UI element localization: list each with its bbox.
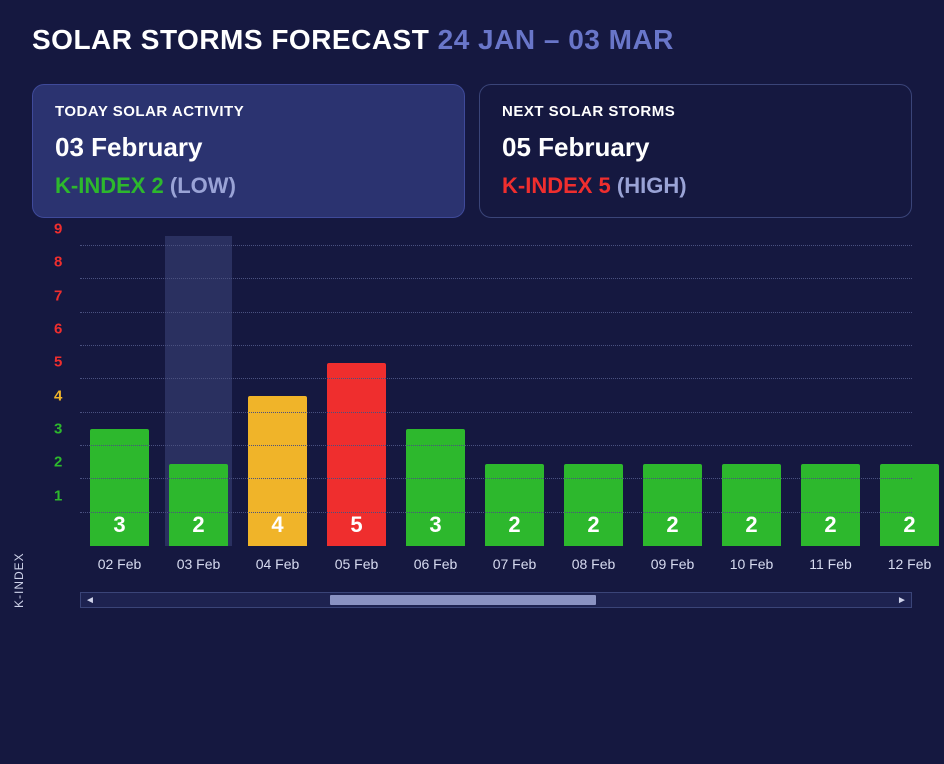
bar-column: 2 (159, 246, 238, 546)
bar-value: 2 (745, 512, 757, 546)
bar-value: 5 (350, 512, 362, 546)
card-today-date: 03 February (55, 132, 442, 163)
card-next-k-text: K-INDEX 5 (502, 173, 611, 198)
y-tick: 6 (54, 321, 62, 338)
bar-value: 2 (192, 512, 204, 546)
bar-column: 2 (633, 246, 712, 546)
summary-cards: TODAY SOLAR ACTIVITY 03 February K-INDEX… (32, 84, 912, 218)
bar-column: 2 (475, 246, 554, 546)
bar-value: 4 (271, 512, 283, 546)
card-next-kindex: K-INDEX 5 (HIGH) (502, 173, 889, 199)
x-tick-label: 09 Feb (633, 556, 712, 572)
card-next-level: (HIGH) (617, 173, 687, 198)
gridline (80, 378, 912, 379)
card-next-date: 05 February (502, 132, 889, 163)
y-tick: 5 (54, 354, 62, 371)
plot-area: 32453222222 123456789 (80, 246, 912, 546)
bar[interactable]: 2 (880, 464, 939, 546)
card-next-storm: NEXT SOLAR STORMS 05 February K-INDEX 5 … (479, 84, 912, 218)
x-tick-label: 03 Feb (159, 556, 238, 572)
gridline (80, 478, 912, 479)
bar-value: 2 (824, 512, 836, 546)
x-tick-label: 07 Feb (475, 556, 554, 572)
x-tick-label: 02 Feb (80, 556, 159, 572)
bar[interactable]: 3 (406, 429, 465, 546)
x-tick-label: 10 Feb (712, 556, 791, 572)
bar-value: 2 (508, 512, 520, 546)
card-next-label: NEXT SOLAR STORMS (502, 103, 889, 120)
bar[interactable]: 2 (169, 464, 228, 546)
gridline (80, 245, 912, 246)
card-today-activity: TODAY SOLAR ACTIVITY 03 February K-INDEX… (32, 84, 465, 218)
y-tick: 4 (54, 387, 62, 404)
scroll-right-button[interactable]: ► (893, 593, 911, 607)
bar-column: 5 (317, 246, 396, 546)
x-tick-label: 11 Feb (791, 556, 870, 572)
card-today-level: (LOW) (170, 173, 236, 198)
bar-column: 3 (396, 246, 475, 546)
gridline (80, 512, 912, 513)
bar-value: 2 (587, 512, 599, 546)
kindex-bar-chart: 32453222222 123456789 02 Feb03 Feb04 Feb… (80, 246, 912, 586)
x-tick-label: 06 Feb (396, 556, 475, 572)
y-tick: 3 (54, 421, 62, 438)
gridline (80, 345, 912, 346)
title-date-range: 24 JAN – 03 MAR (438, 24, 674, 55)
y-tick: 2 (54, 454, 62, 471)
card-today-kindex: K-INDEX 2 (LOW) (55, 173, 442, 199)
bar-value: 2 (666, 512, 678, 546)
scroll-left-button[interactable]: ◄ (81, 593, 99, 607)
gridline (80, 412, 912, 413)
bar-column: 2 (554, 246, 633, 546)
bars-row: 3 2 4 5 3 2 2 2 2 2 2 (80, 246, 912, 546)
bar[interactable]: 3 (90, 429, 149, 546)
gridline (80, 445, 912, 446)
bar[interactable]: 4 (248, 396, 307, 546)
bar-column: 2 (712, 246, 791, 546)
bar[interactable]: 2 (801, 464, 860, 546)
bar-value: 3 (429, 512, 441, 546)
bar[interactable]: 2 (643, 464, 702, 546)
chart-scrollbar[interactable]: ◄ ► (80, 592, 912, 608)
page-title: SOLAR STORMS FORECAST 24 JAN – 03 MAR (32, 24, 912, 56)
bar-value: 3 (113, 512, 125, 546)
y-axis-label: K-INDEX (12, 552, 26, 608)
bar-column: 2 (870, 246, 944, 546)
y-tick: 1 (54, 487, 62, 504)
bar-column: 2 (791, 246, 870, 546)
gridline (80, 312, 912, 313)
bar[interactable]: 2 (485, 464, 544, 546)
bar-value: 2 (903, 512, 915, 546)
title-prefix: SOLAR STORMS FORECAST (32, 24, 429, 55)
bar[interactable]: 2 (722, 464, 781, 546)
x-tick-label: 12 Feb (870, 556, 944, 572)
scroll-thumb[interactable] (330, 595, 596, 605)
x-axis-labels: 02 Feb03 Feb04 Feb05 Feb06 Feb07 Feb08 F… (80, 556, 912, 572)
x-tick-label: 08 Feb (554, 556, 633, 572)
bar-column: 4 (238, 246, 317, 546)
y-tick: 7 (54, 287, 62, 304)
y-tick: 9 (54, 221, 62, 238)
bar-column: 3 (80, 246, 159, 546)
card-today-label: TODAY SOLAR ACTIVITY (55, 103, 442, 120)
bar[interactable]: 5 (327, 363, 386, 546)
gridline (80, 278, 912, 279)
bar[interactable]: 2 (564, 464, 623, 546)
x-tick-label: 05 Feb (317, 556, 396, 572)
chart-container: K-INDEX 32453222222 123456789 02 Feb03 F… (32, 246, 912, 608)
x-tick-label: 04 Feb (238, 556, 317, 572)
y-tick: 8 (54, 254, 62, 271)
card-today-k-text: K-INDEX 2 (55, 173, 164, 198)
